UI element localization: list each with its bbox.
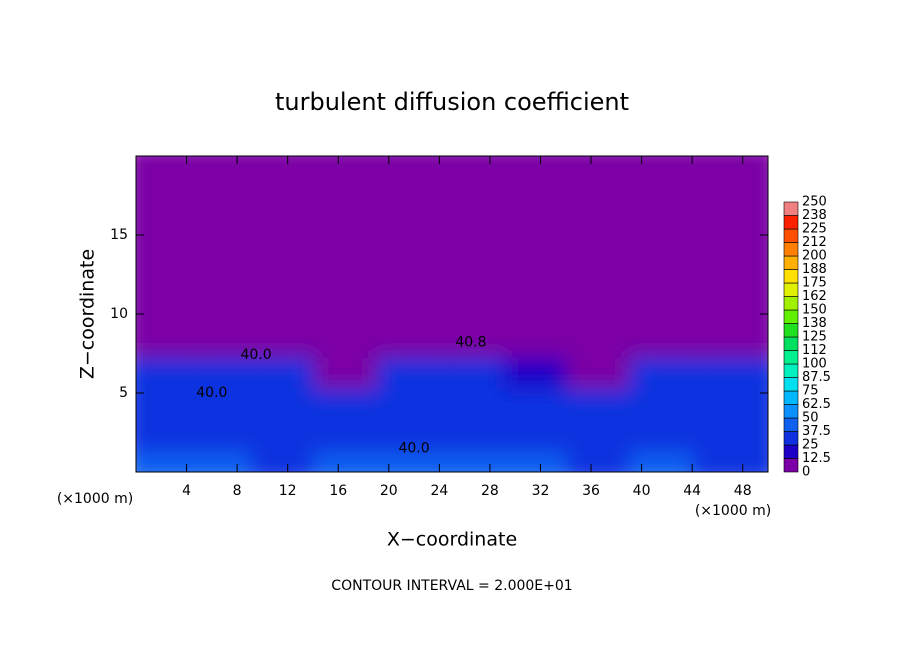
colorbar-label: 225 (802, 222, 827, 237)
x-tick-label: 32 (532, 483, 550, 499)
colorbar-band (783, 404, 799, 419)
chart-title: turbulent diffusion coefficient (275, 88, 629, 116)
colorbar-label: 250 (802, 195, 827, 210)
colorbar-band (783, 215, 799, 230)
colorbar-label: 188 (802, 262, 827, 277)
contour-label: 40.0 (240, 347, 271, 363)
overlay: 4 8 12 16 20 24 28 32 36 40 44 485101540.040.040.84… (110, 155, 831, 499)
x-tick-label: 8 (233, 483, 242, 499)
colorbar-band (783, 458, 799, 473)
x-axis-label: X−coordinate (387, 529, 517, 551)
colorbar-band (783, 296, 799, 311)
colorbar-band (783, 242, 799, 257)
y-unit: (×1000 m) (57, 491, 133, 507)
colorbar-label: 175 (802, 276, 827, 291)
x-tick-label: 48 (734, 483, 752, 499)
colorbar-label: 37.5 (802, 424, 831, 439)
colorbar-label: 50 (802, 411, 819, 426)
y-axis-label: Z−coordinate (77, 249, 99, 379)
colorbar-label: 0 (802, 465, 810, 480)
colorbar-band (783, 363, 799, 378)
x-tick-label: 44 (683, 483, 701, 499)
x-tick-label: 16 (329, 483, 347, 499)
colorbar-label: 150 (802, 303, 827, 318)
colorbar-band (783, 255, 799, 270)
colorbar-label: 25 (802, 438, 819, 453)
colorbar-label: 87.5 (802, 370, 831, 385)
colorbar-label: 125 (802, 330, 827, 345)
x-tick-label: 4 (182, 483, 191, 499)
colorbar-band (783, 309, 799, 324)
field (136, 156, 768, 472)
contour-label: 40.8 (455, 334, 486, 350)
colorbar-band (783, 444, 799, 459)
x-tick-label: 28 (481, 483, 499, 499)
x-tick-label: 24 (430, 483, 448, 499)
colorbar-label: 238 (802, 208, 827, 223)
colorbar-label: 200 (802, 249, 827, 264)
colorbar-band (783, 390, 799, 405)
colorbar-band (783, 350, 799, 365)
contour-label: 40.0 (196, 385, 227, 401)
contour-label: 40.0 (398, 440, 429, 456)
colorbar-band (783, 431, 799, 446)
colorbar-band (783, 377, 799, 392)
y-tick-label: 10 (110, 306, 128, 322)
colorbar-band (783, 417, 799, 432)
colorbar-band (783, 201, 799, 216)
x-tick-label: 20 (380, 483, 398, 499)
colorbar-label: 138 (802, 316, 827, 331)
colorbar-label: 12.5 (802, 451, 831, 466)
y-tick-label: 5 (119, 385, 128, 401)
colorbar-label: 75 (802, 384, 819, 399)
x-unit: (×1000 m) (695, 503, 771, 519)
colorbar-band (783, 269, 799, 284)
x-tick-label: 36 (582, 483, 600, 499)
colorbar-band (783, 282, 799, 297)
colorbar-band (783, 228, 799, 243)
y-tick-label: 15 (110, 227, 128, 243)
cell (692, 156, 768, 200)
colorbar-label: 112 (802, 343, 827, 358)
x-tick-label: 40 (633, 483, 651, 499)
colorbar-label: 62.5 (802, 397, 831, 412)
cells (136, 156, 768, 472)
colorbar-label: 212 (802, 235, 827, 250)
colorbar-label: 162 (802, 289, 827, 304)
colorbar-band (783, 336, 799, 351)
colorbar-label: 100 (802, 357, 827, 372)
footer: CONTOUR INTERVAL = 2.000E+01 (331, 578, 572, 594)
x-tick-label: 12 (279, 483, 297, 499)
colorbar-band (783, 323, 799, 338)
